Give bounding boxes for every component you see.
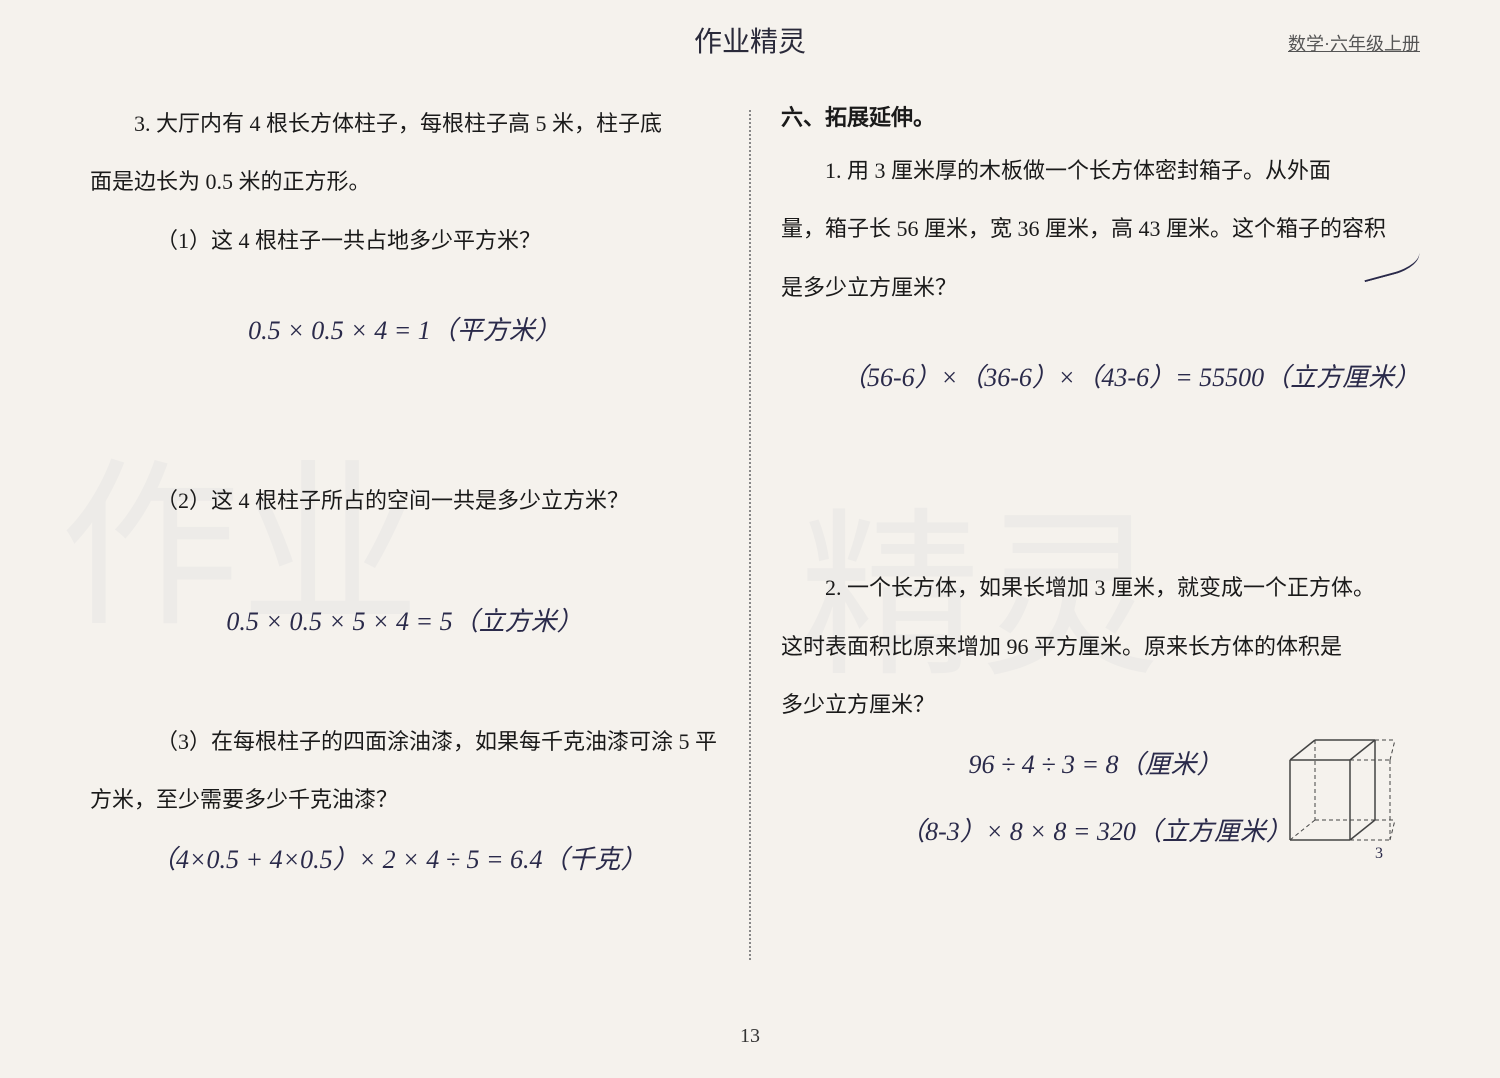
- q3-part1: （1）这 4 根柱子一共占地多少平方米？: [90, 217, 719, 265]
- q3-part2: （2）这 4 根柱子所占的空间一共是多少立方米？: [90, 477, 719, 525]
- section-6-title: 六、拓展延伸。: [781, 100, 1410, 132]
- q6-1-line3: 是多少立方厘米？: [781, 264, 1410, 312]
- q3-part3-line2: 方米，至少需要多少千克油漆？: [90, 776, 719, 824]
- q6-2-line3: 多少立方厘米？: [781, 681, 1410, 729]
- q6-2-line2: 这时表面积比原来增加 96 平方厘米。原来长方体的体积是: [781, 623, 1410, 671]
- q3-intro-line1: 3. 大厅内有 4 根长方体柱子，每根柱子高 5 米，柱子底: [90, 100, 719, 148]
- page-number: 13: [740, 1025, 760, 1048]
- header-subject-label: 数学·六年级上册: [1288, 30, 1420, 56]
- q3-part3-line1: （3）在每根柱子的四面涂油漆，如果每千克油漆可涂 5 平: [90, 718, 719, 766]
- page-content: 3. 大厅内有 4 根长方体柱子，每根柱子高 5 米，柱子底 面是边长为 0.5…: [60, 100, 1440, 980]
- header-handwriting-title: 作业精灵: [694, 20, 806, 60]
- q6-1-line1: 1. 用 3 厘米厚的木板做一个长方体密封箱子。从外面: [781, 147, 1410, 195]
- q3-part2-answer: 0.5 × 0.5 × 5 × 4 = 5（立方米）: [90, 601, 719, 638]
- right-column: 六、拓展延伸。 1. 用 3 厘米厚的木板做一个长方体密封箱子。从外面 量，箱子…: [751, 100, 1440, 980]
- q6-2-line1: 2. 一个长方体，如果长增加 3 厘米，就变成一个正方体。: [781, 564, 1410, 612]
- q3-intro-line2: 面是边长为 0.5 米的正方形。: [90, 158, 719, 206]
- cuboid-diagram: 3: [1280, 730, 1400, 860]
- q6-1-answer: （56-6）×（36-6）×（43-6）= 55500（立方厘米）: [841, 357, 1410, 394]
- q3-part1-answer: 0.5 × 0.5 × 4 = 1（平方米）: [90, 310, 719, 347]
- diagram-extension-label: 3: [1375, 845, 1383, 860]
- left-column: 3. 大厅内有 4 根长方体柱子，每根柱子高 5 米，柱子底 面是边长为 0.5…: [60, 100, 749, 980]
- q3-part3-answer: （4×0.5 + 4×0.5）× 2 × 4 ÷ 5 = 6.4（千克）: [150, 839, 719, 876]
- q6-1-line2: 量，箱子长 56 厘米，宽 36 厘米，高 43 厘米。这个箱子的容积: [781, 205, 1410, 253]
